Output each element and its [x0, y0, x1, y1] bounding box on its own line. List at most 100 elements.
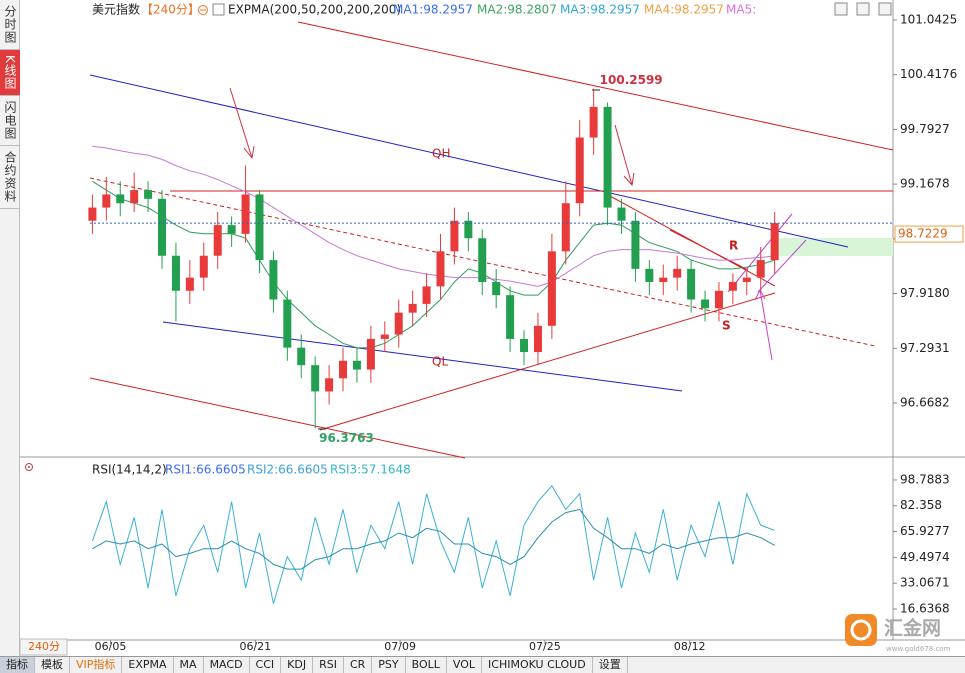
candle-body: [213, 225, 222, 256]
bottom-tab[interactable]: RSI: [313, 657, 344, 673]
candle-body: [144, 190, 153, 199]
candle-body: [339, 360, 348, 379]
candle-body: [422, 286, 431, 304]
annotation: QL: [432, 355, 448, 369]
x-tick-label: 08/12: [674, 640, 706, 653]
bottom-tab[interactable]: KDJ: [281, 657, 314, 673]
watermark-url: www.gold678.com: [886, 645, 951, 653]
side-tab[interactable]: 合约资料: [0, 146, 21, 209]
candle-body: [659, 277, 668, 283]
bottom-tab[interactable]: EXPMA: [122, 657, 174, 673]
candle-body: [561, 203, 570, 252]
bottom-tab[interactable]: 设置: [593, 657, 628, 673]
candle-body: [116, 194, 125, 204]
bottom-tab[interactable]: CR: [344, 657, 373, 673]
candle-body: [506, 295, 515, 339]
arrow: [754, 288, 773, 361]
candle-body: [770, 223, 779, 261]
side-tabs: 分时图 K线图 闪电图 合约资料: [0, 0, 21, 656]
trend-line: [757, 239, 807, 293]
candle-body: [645, 268, 654, 283]
bottom-tab[interactable]: VIP指标: [70, 657, 123, 673]
watermark-icon: [845, 614, 877, 646]
y-tick-label: 82.358: [900, 498, 942, 512]
candle-body: [311, 365, 320, 392]
chart: QH QL R S 美元指数 【240分】 EXPMA(200,50,200,2…: [19, 0, 965, 656]
y-tick-label: 99.1678: [900, 177, 950, 191]
side-tab[interactable]: 闪电图: [0, 96, 21, 146]
candle-body: [464, 220, 473, 239]
candle-body: [492, 282, 501, 296]
trend-line: [727, 213, 793, 293]
trend-line: [162, 321, 683, 392]
bottom-tab[interactable]: MACD: [204, 657, 250, 673]
candle-body: [687, 268, 696, 300]
bottom-tab[interactable]: VOL: [447, 657, 483, 673]
candle-body: [130, 190, 139, 204]
rsi-icon: [25, 463, 33, 471]
button[interactable]: [856, 2, 870, 16]
candle-body: [617, 207, 626, 221]
period-box-label: 240分: [28, 640, 60, 653]
arrow: [229, 87, 255, 160]
y-tick-label: 65.9277: [900, 524, 950, 538]
annotation: S: [722, 319, 731, 333]
legend-entry: RSI2:66.6605: [247, 463, 328, 477]
bottom-tab[interactable]: MA: [174, 657, 204, 673]
candle-body: [380, 334, 389, 339]
trend-line: [669, 229, 749, 271]
button[interactable]: [834, 2, 848, 16]
legend-entry: MA1:98.2957: [393, 3, 473, 17]
candle-body: [714, 290, 723, 309]
low-label: 96.3763: [319, 431, 374, 445]
settings-icon[interactable]: [212, 3, 225, 16]
x-tick-label: 06/05: [95, 640, 127, 653]
annotation: R: [729, 239, 738, 253]
candle-body: [255, 194, 264, 261]
bottom-tab[interactable]: 指标: [0, 657, 35, 673]
series-line: [92, 180, 775, 349]
y-tick-label: 100.4176: [900, 67, 957, 81]
arrow: [614, 124, 635, 187]
side-tab[interactable]: 分时图: [0, 0, 21, 50]
indicator: EXPMA(200,50,200,200,200): [228, 3, 401, 17]
legend-entry: MA5:: [726, 3, 756, 17]
high-label: 100.2599: [600, 73, 663, 87]
candle-body: [450, 220, 459, 252]
y-tick-label: 16.6368: [900, 601, 950, 615]
candle-body: [297, 347, 306, 366]
last-price-box: [894, 225, 964, 243]
bottom-tab[interactable]: ICHIMOKU CLOUD: [482, 657, 593, 673]
candle-body: [325, 378, 334, 392]
period-box[interactable]: [19, 638, 68, 656]
y-tick-label: 101.0425: [900, 13, 957, 27]
watermark-icon: [850, 619, 872, 641]
legend-entry: RSI3:57.1648: [330, 463, 411, 477]
y-tick-label: 99.7927: [900, 122, 950, 136]
candle-body: [283, 299, 292, 348]
candle-body: [728, 282, 737, 291]
y-tick-label: 49.4974: [900, 550, 950, 564]
button[interactable]: [878, 2, 892, 16]
candle-body: [394, 312, 403, 335]
bottom-tab[interactable]: CCI: [250, 657, 282, 673]
bottom-tab[interactable]: BOLL: [406, 657, 447, 673]
y-tick-label: 33.0671: [900, 576, 950, 590]
legend-entry: MA4:98.2957: [644, 3, 724, 17]
candle-body: [199, 255, 208, 278]
zoom-icon[interactable]: [198, 5, 208, 15]
bottom-tab[interactable]: PSY: [372, 657, 406, 673]
y-tick-label: 97.2931: [900, 341, 950, 355]
background: [20, 0, 965, 656]
bottom-tab[interactable]: 模板: [35, 657, 70, 673]
candle-body: [408, 303, 417, 313]
y-tick-label: 97.9180: [900, 286, 950, 300]
side-tab[interactable]: K线图: [0, 50, 21, 96]
trend-line: [89, 74, 849, 248]
trend-line: [297, 21, 894, 151]
trend-line: [89, 377, 466, 459]
window-buttons: [834, 2, 892, 16]
candle-body: [742, 277, 751, 283]
candle-body: [575, 137, 584, 204]
bottom-tabs: 指标 模板 VIP指标 EXPMA MA MACD CCI KDJ RSI CR PSY BOLL VO…: [0, 656, 965, 673]
